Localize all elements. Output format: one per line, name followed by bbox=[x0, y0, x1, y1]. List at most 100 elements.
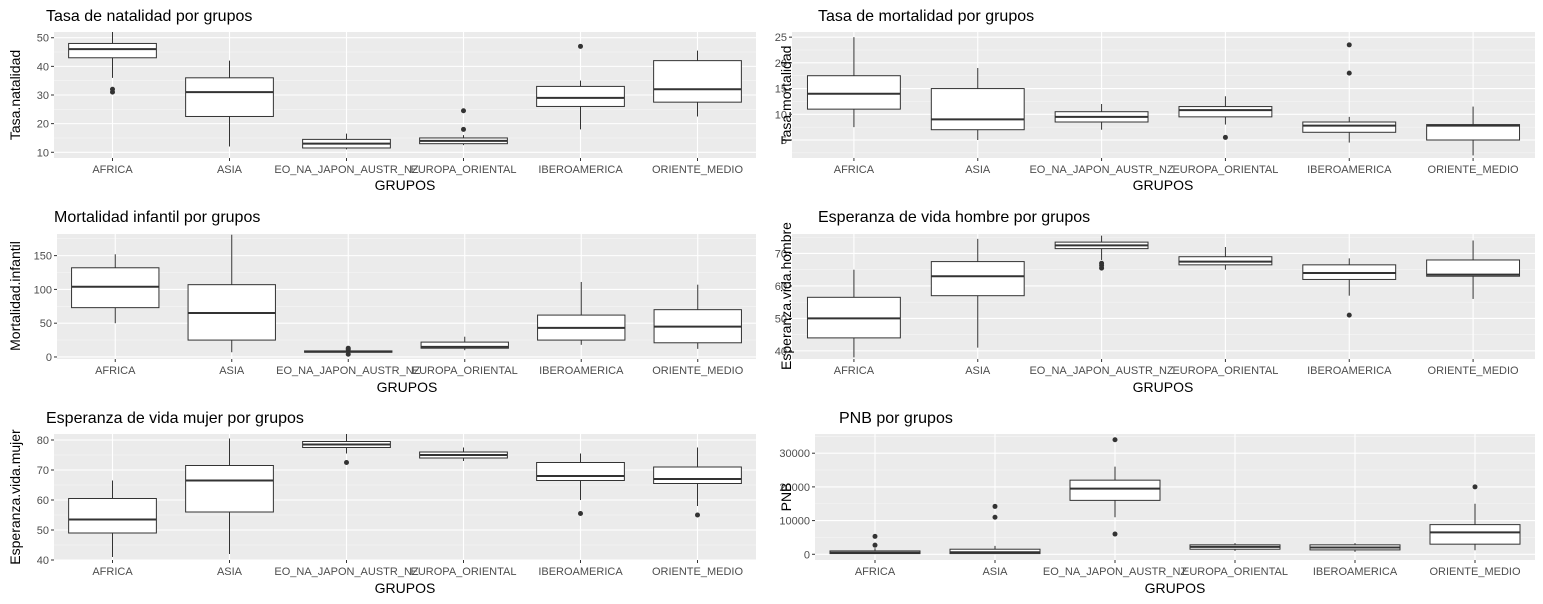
x-tick-label: ASIA bbox=[982, 566, 1008, 578]
x-tick-label: ASIA bbox=[965, 365, 991, 377]
x-tick-label: ASIA bbox=[219, 365, 245, 377]
outlier-point bbox=[1472, 484, 1478, 490]
box-africa bbox=[829, 533, 921, 555]
panel-pnb: 0 10000 20000 30000 AFRICA ASIA EO_NA_JAPON_A… bbox=[778, 410, 1535, 596]
panel-background bbox=[792, 32, 1535, 158]
y-tick-label: 20000 bbox=[779, 482, 810, 494]
x-tick-label: ORIENTE_MEDIO bbox=[652, 164, 744, 176]
box-africa bbox=[71, 254, 160, 324]
panel-y-ticks: 0 50 100 150 bbox=[34, 251, 57, 364]
x-tick-label: EUROPA_ORIENTAL bbox=[1172, 365, 1278, 377]
x-tick-label: EUROPA_ORIENTAL bbox=[1182, 566, 1288, 578]
box-asia bbox=[187, 234, 276, 353]
panel-x-ticks: AFRICA ASIA EO_NA_JAPON_AUSTR_NZEUROPA_ORI… bbox=[92, 560, 743, 578]
iqr-box bbox=[185, 465, 274, 513]
x-tick-label: EUROPA_ORIENTAL bbox=[412, 365, 518, 377]
panel-tasa-mortalidad: 5 10 15 20 25 AFRICA ASIA EO_NA_JAPON_AUSTR_NZ… bbox=[775, 8, 1535, 193]
y-axis-title: PNB bbox=[778, 483, 794, 512]
x-tick-label: ASIA bbox=[217, 566, 243, 578]
panel-y-ticks: 10 20 30 40 50 bbox=[37, 33, 54, 159]
box-eo-na-japon-austr-nz bbox=[302, 434, 391, 465]
outlier-point bbox=[1222, 134, 1228, 140]
iqr-box bbox=[420, 341, 509, 349]
outlier-point bbox=[1346, 42, 1352, 48]
x-tick-label: IBEROAMERICA bbox=[1313, 566, 1398, 578]
iqr-box bbox=[930, 261, 1025, 297]
panel-background bbox=[792, 234, 1535, 359]
iqr-box bbox=[185, 77, 274, 117]
y-tick-label: 30 bbox=[37, 90, 49, 102]
iqr-box bbox=[71, 267, 160, 309]
box-eo-na-japon-austr-nz bbox=[1069, 437, 1161, 537]
box-europa-oriental bbox=[419, 108, 508, 146]
panel-grid bbox=[815, 434, 1535, 560]
x-tick-label: EUROPA_ORIENTAL bbox=[411, 164, 517, 176]
iqr-box bbox=[68, 498, 157, 534]
y-tick-label: 50 bbox=[37, 33, 49, 45]
y-tick-label: 10000 bbox=[779, 516, 810, 528]
outlier-point bbox=[1112, 437, 1118, 443]
x-tick-label: ORIENTE_MEDIO bbox=[1428, 365, 1520, 377]
box-oriente-medio bbox=[653, 50, 742, 117]
box-eo-na-japon-austr-nz bbox=[302, 133, 391, 150]
box-eo-na-japon-austr-nz bbox=[304, 345, 393, 357]
y-axis-title: Tasa.natalidad bbox=[7, 50, 23, 140]
box-asia bbox=[185, 60, 274, 147]
x-tick-label: IBEROAMERICA bbox=[539, 365, 624, 377]
x-tick-label: ORIENTE_MEDIO bbox=[1428, 164, 1520, 176]
y-tick-label: 50 bbox=[40, 318, 52, 330]
x-tick-label: AFRICA bbox=[92, 566, 133, 578]
panel-y-ticks: 0 10000 20000 30000 bbox=[779, 448, 815, 561]
x-tick-label: IBEROAMERICA bbox=[538, 164, 623, 176]
x-tick-label: ASIA bbox=[217, 164, 243, 176]
y-tick-label: 60 bbox=[37, 495, 49, 507]
plot-title: PNB por grupos bbox=[839, 410, 953, 427]
box-oriente-medio bbox=[653, 284, 742, 349]
panel-y-ticks: 40 50 60 70 80 bbox=[37, 435, 54, 567]
iqr-box bbox=[1069, 479, 1161, 501]
panel-x-ticks: AFRICA ASIA EO_NA_JAPON_AUSTR_NZEUROPA_ORI… bbox=[92, 158, 743, 176]
iqr-box bbox=[653, 466, 742, 484]
x-tick-label: AFRICA bbox=[95, 365, 136, 377]
outlier-point bbox=[872, 542, 878, 548]
y-tick-label: 10 bbox=[37, 147, 49, 159]
panel-x-ticks: AFRICA ASIA EO_NA_JAPON_AUSTR_NZEUROPA_ORI… bbox=[834, 359, 1519, 377]
y-tick-label: 150 bbox=[34, 251, 52, 263]
y-tick-label: 80 bbox=[37, 435, 49, 447]
y-axis-title: Tasa.mortalidad bbox=[778, 46, 794, 145]
box-iberoamerica bbox=[1309, 543, 1401, 552]
box-asia bbox=[930, 68, 1025, 140]
panel-background bbox=[54, 434, 756, 560]
outlier-point bbox=[110, 86, 115, 92]
y-tick-label: 20 bbox=[37, 119, 49, 131]
panel-x-ticks: AFRICA ASIA EO_NA_JAPON_AUSTR_NZEUROPA_ORI… bbox=[855, 560, 1521, 578]
panel-boxes bbox=[829, 437, 1521, 555]
x-tick-label: ORIENTE_MEDIO bbox=[652, 365, 744, 377]
iqr-box bbox=[1429, 524, 1521, 545]
outlier-point bbox=[872, 533, 878, 539]
x-axis-title: GRUPOS bbox=[1133, 379, 1194, 395]
y-axis-title: Esperanza.vida.mujer bbox=[7, 429, 23, 565]
panel-mortalidad-infantil: 0 50 100 150 AFRICA ASIA EO_NA_JAPON_AUSTR_NZ… bbox=[7, 209, 756, 395]
panel-grid bbox=[792, 234, 1535, 359]
box-europa-oriental bbox=[1178, 96, 1273, 140]
outlier-point bbox=[578, 511, 583, 516]
panel-x-ticks: AFRICA ASIA EO_NA_JAPON_AUSTR_NZEUROPA_ORI… bbox=[834, 158, 1519, 176]
y-axis-title: Mortalidad.infantil bbox=[7, 241, 23, 351]
iqr-box bbox=[653, 60, 742, 103]
box-oriente-medio bbox=[1426, 106, 1521, 156]
y-tick-label: 40 bbox=[37, 61, 49, 73]
panel-background bbox=[57, 234, 756, 359]
x-tick-label: EO_NA_JAPON_AUSTR_NZ bbox=[274, 566, 419, 578]
panel-background bbox=[815, 434, 1535, 560]
iqr-box bbox=[930, 88, 1025, 131]
outlier-point bbox=[345, 351, 351, 357]
y-tick-label: 100 bbox=[34, 284, 52, 296]
x-tick-label: IBEROAMERICA bbox=[1307, 164, 1392, 176]
x-tick-label: AFRICA bbox=[855, 566, 896, 578]
panel-boxes bbox=[68, 32, 742, 150]
x-tick-label: ORIENTE_MEDIO bbox=[1429, 566, 1521, 578]
plot-title: Esperanza de vida mujer por grupos bbox=[46, 410, 304, 427]
